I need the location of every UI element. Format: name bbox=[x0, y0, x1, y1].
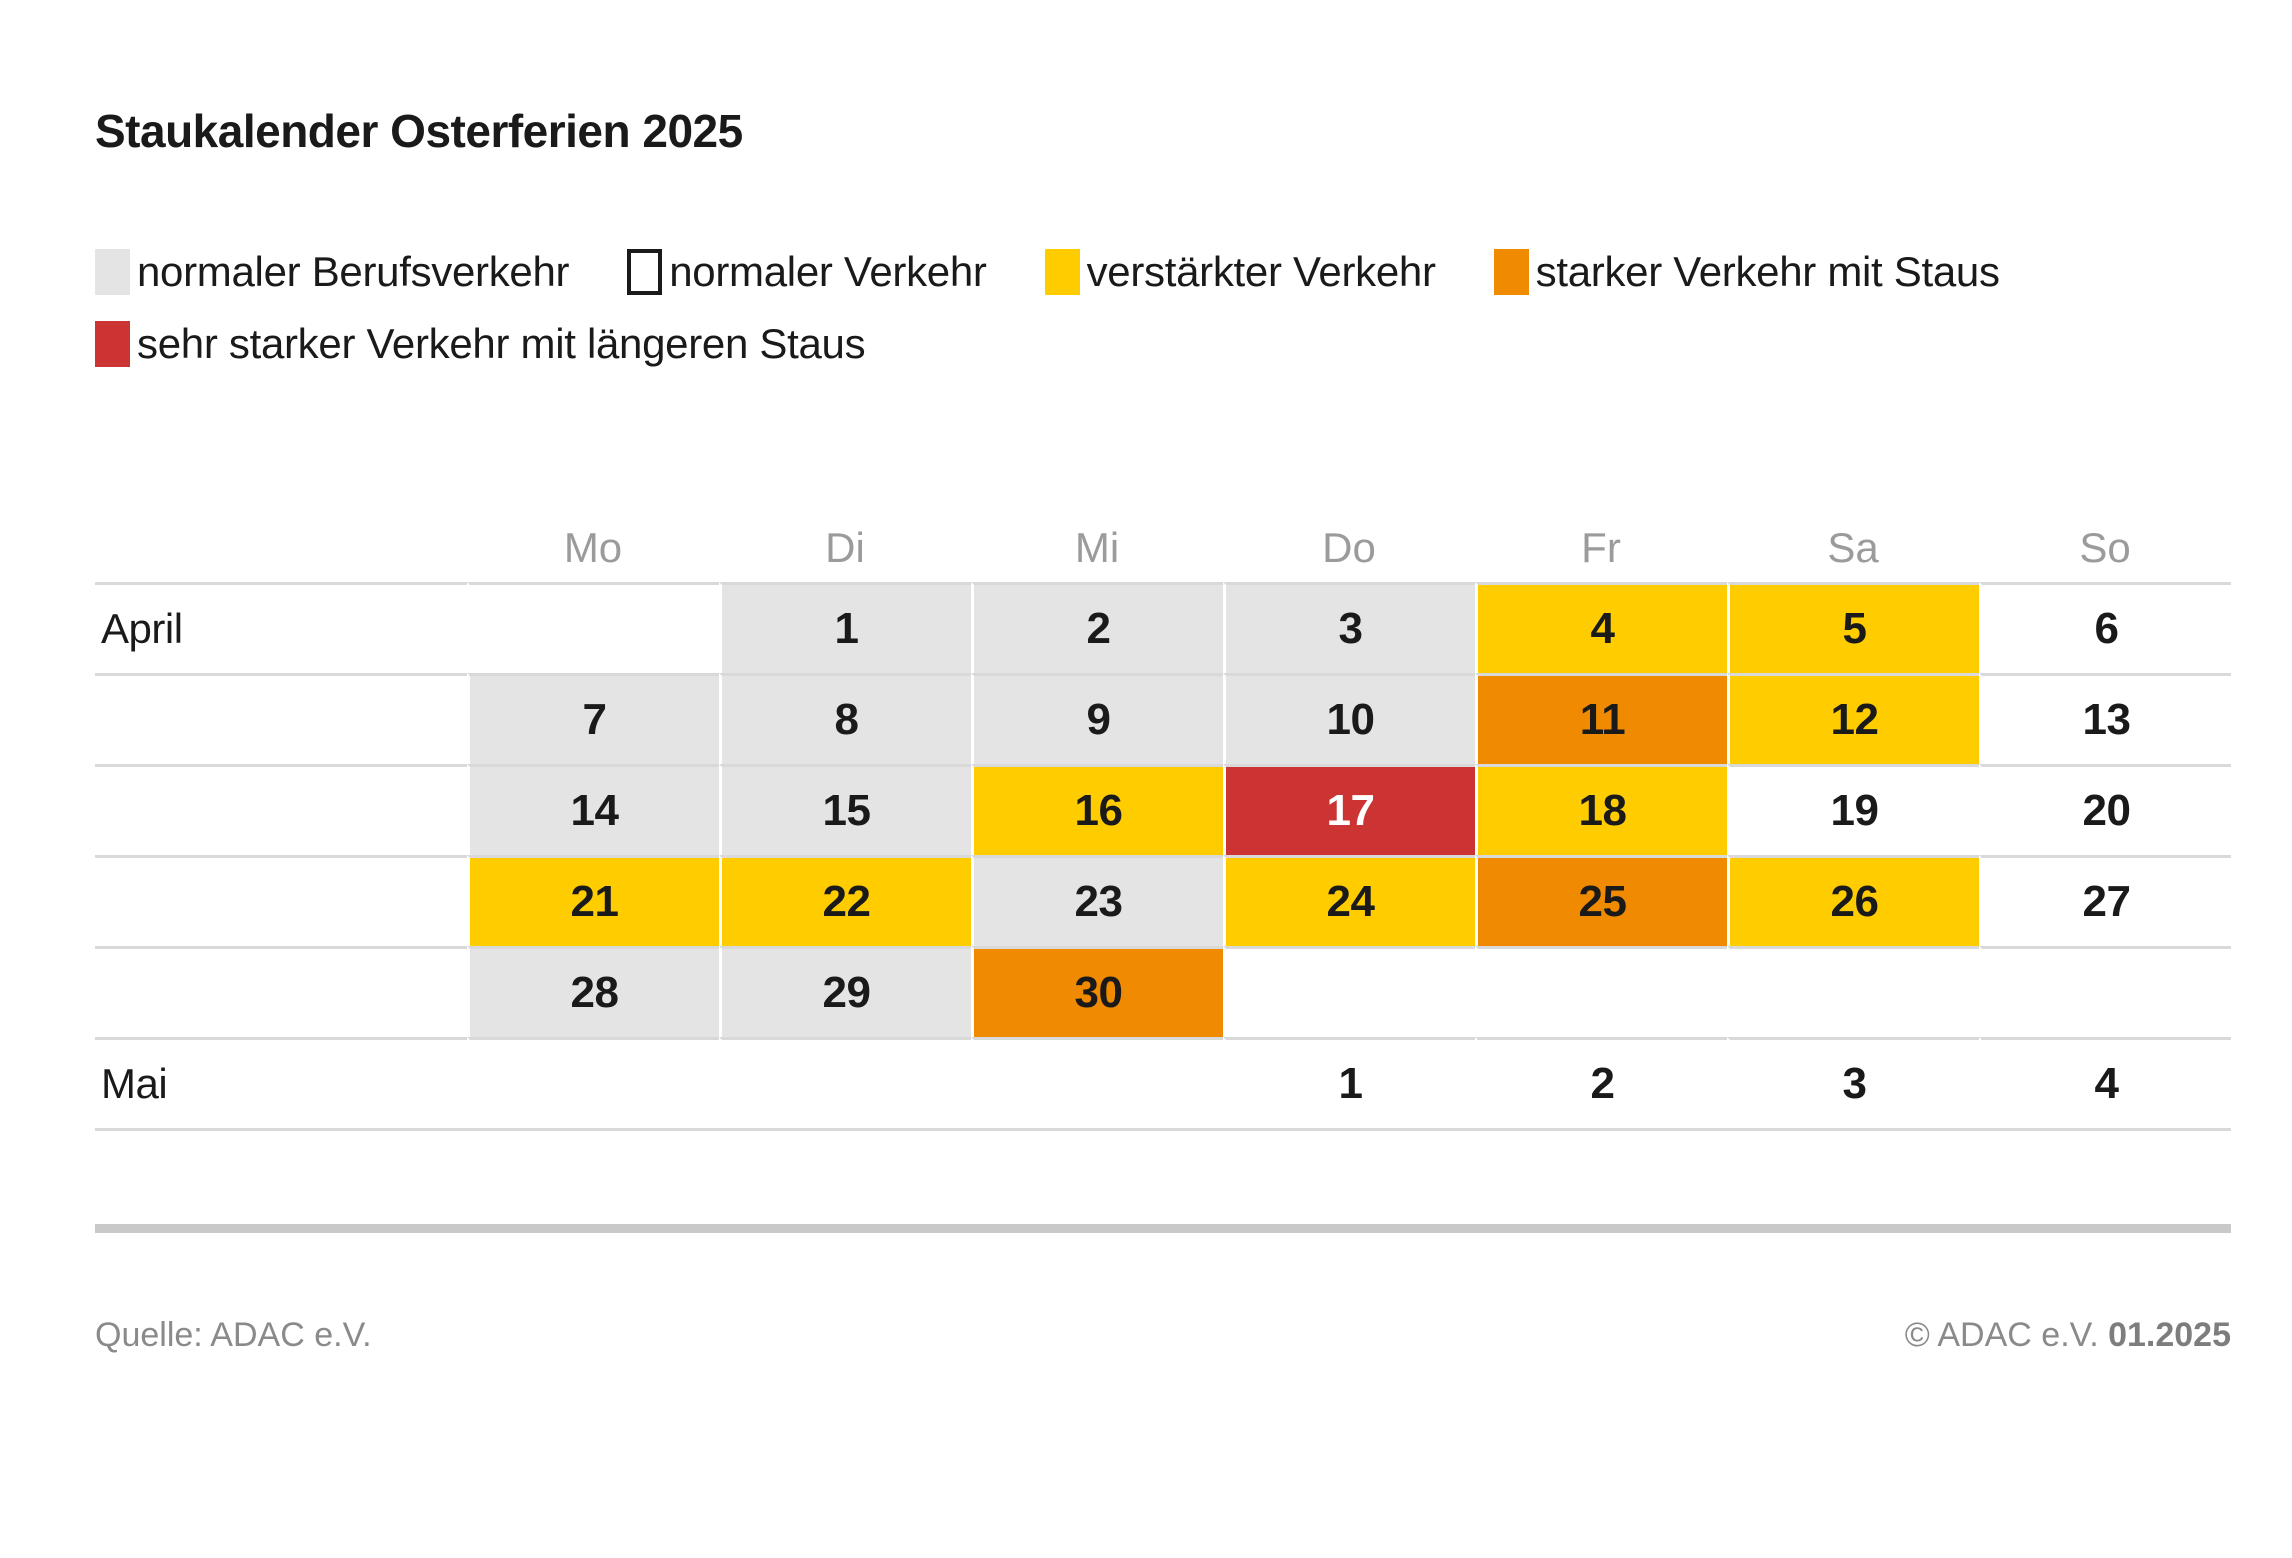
day-april-28: 28 bbox=[467, 946, 719, 1037]
legend-swatch-gray bbox=[95, 249, 130, 295]
weekday-header-di: Di bbox=[825, 524, 865, 571]
day-april-22: 22 bbox=[719, 855, 971, 946]
day-april-8: 8 bbox=[719, 673, 971, 764]
empty-cell bbox=[467, 1037, 719, 1128]
day-april-15: 15 bbox=[719, 764, 971, 855]
month-label-april: April bbox=[95, 582, 467, 673]
legend-label: verstärkter Verkehr bbox=[1086, 248, 1436, 295]
day-april-9: 9 bbox=[971, 673, 1223, 764]
weekday-header-do: Do bbox=[1322, 524, 1376, 571]
day-april-21: 21 bbox=[467, 855, 719, 946]
day-april-20: 20 bbox=[1979, 764, 2231, 855]
legend-swatch-white bbox=[627, 249, 663, 295]
legend: normaler Berufsverkehr normaler Verkehr ve… bbox=[95, 248, 2235, 368]
empty-cell bbox=[719, 1037, 971, 1128]
legend-label: sehr starker Verkehr mit längeren Staus bbox=[137, 320, 866, 367]
day-april-27: 27 bbox=[1979, 855, 2231, 946]
month-label-empty bbox=[95, 764, 467, 855]
empty-cell bbox=[1979, 946, 2231, 1037]
day-april-18: 18 bbox=[1475, 764, 1727, 855]
month-label-mai: Mai bbox=[95, 1037, 467, 1128]
day-april-5: 5 bbox=[1727, 582, 1979, 673]
page-title: Staukalender Osterferien 2025 bbox=[95, 105, 743, 157]
legend-item-orange: starker Verkehr mit Staus bbox=[1493, 248, 2000, 296]
legend-swatch-red bbox=[95, 321, 130, 367]
calendar: Mo Di Mi Do Fr Sa So April 1 2 3 4 5 6 7 8 9 10 11 12 13 14 1… bbox=[95, 518, 2231, 1131]
day-april-12: 12 bbox=[1727, 673, 1979, 764]
calendar-bottom-rule bbox=[95, 1128, 2231, 1131]
weekday-header-sa: Sa bbox=[1827, 524, 1879, 571]
empty-cell bbox=[467, 582, 719, 673]
footer-copyright: © ADAC e.V. 01.2025 bbox=[1905, 1316, 2231, 1355]
day-april-7: 7 bbox=[467, 673, 719, 764]
day-april-16: 16 bbox=[971, 764, 1223, 855]
legend-swatch-orange bbox=[1493, 249, 1529, 295]
day-april-23: 23 bbox=[971, 855, 1223, 946]
day-mai-1: 1 bbox=[1223, 1037, 1475, 1128]
day-april-6: 6 bbox=[1979, 582, 2231, 673]
day-mai-2: 2 bbox=[1475, 1037, 1727, 1128]
month-label-empty bbox=[95, 855, 467, 946]
empty-cell bbox=[971, 1037, 1223, 1128]
day-april-25: 25 bbox=[1475, 855, 1727, 946]
legend-swatch-yellow bbox=[1044, 249, 1080, 295]
weekday-header-so: So bbox=[2079, 524, 2131, 571]
empty-cell bbox=[1727, 946, 1979, 1037]
day-april-26: 26 bbox=[1727, 855, 1979, 946]
day-april-29: 29 bbox=[719, 946, 971, 1037]
day-april-2: 2 bbox=[971, 582, 1223, 673]
day-mai-4: 4 bbox=[1979, 1037, 2231, 1128]
month-label-empty bbox=[95, 673, 467, 764]
day-april-13: 13 bbox=[1979, 673, 2231, 764]
day-mai-3: 3 bbox=[1727, 1037, 1979, 1128]
weekday-header-fr: Fr bbox=[1581, 524, 1621, 571]
legend-label: starker Verkehr mit Staus bbox=[1535, 248, 2000, 295]
footer-source: Quelle: ADAC e.V. bbox=[95, 1316, 372, 1354]
day-april-3: 3 bbox=[1223, 582, 1475, 673]
day-april-19: 19 bbox=[1727, 764, 1979, 855]
legend-item-yellow: verstärkter Verkehr bbox=[1044, 248, 1436, 296]
legend-label: normaler Verkehr bbox=[669, 248, 987, 295]
legend-item-gray: normaler Berufsverkehr bbox=[95, 248, 570, 296]
day-april-14: 14 bbox=[467, 764, 719, 855]
legend-item-red: sehr starker Verkehr mit längeren Staus bbox=[95, 320, 866, 368]
legend-item-white: normaler Verkehr bbox=[627, 248, 987, 296]
day-april-10: 10 bbox=[1223, 673, 1475, 764]
day-april-30: 30 bbox=[971, 946, 1223, 1037]
footer: Quelle: ADAC e.V. © ADAC e.V. 01.2025 bbox=[95, 1316, 2231, 1355]
day-april-1: 1 bbox=[719, 582, 971, 673]
weekday-header-row: Mo Di Mi Do Fr Sa So bbox=[95, 518, 2231, 582]
footer-copyright-text: © ADAC e.V. bbox=[1904, 1316, 2099, 1354]
day-april-24: 24 bbox=[1223, 855, 1475, 946]
legend-label: normaler Berufsverkehr bbox=[137, 248, 570, 295]
weekday-header-mi: Mi bbox=[1074, 524, 1120, 571]
weekday-header-mo: Mo bbox=[563, 524, 623, 571]
day-april-17: 17 bbox=[1223, 764, 1475, 855]
calendar-body: April 1 2 3 4 5 6 7 8 9 10 11 12 13 14 15 16 17 18 19 20 21 22… bbox=[95, 582, 2231, 1128]
day-april-4: 4 bbox=[1475, 582, 1727, 673]
month-label-empty bbox=[95, 946, 467, 1037]
empty-cell bbox=[1475, 946, 1727, 1037]
weekday-header-spacer bbox=[95, 518, 467, 582]
empty-cell bbox=[1223, 946, 1475, 1037]
day-april-11: 11 bbox=[1475, 673, 1727, 764]
footer-date: 01.2025 bbox=[2108, 1316, 2231, 1354]
footer-divider bbox=[95, 1224, 2231, 1233]
